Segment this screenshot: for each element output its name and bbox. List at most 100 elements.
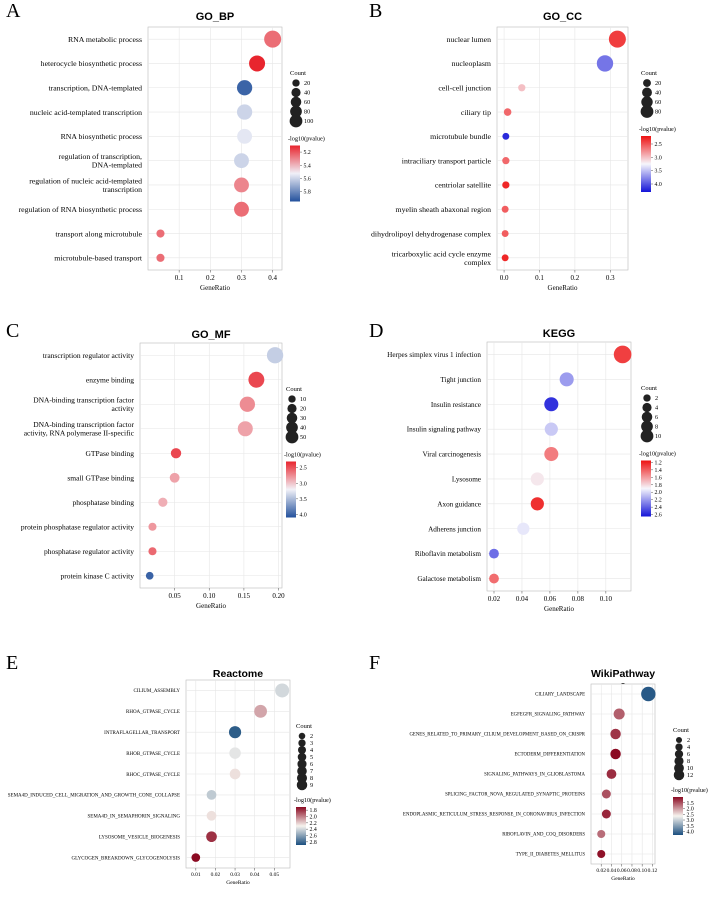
category-label: heterocycle biosynthetic process — [41, 59, 142, 68]
x-tick-label: 0.3 — [237, 274, 246, 282]
panel-reactome: E Reactome 0.01 0.02 0.03 0.04 0.05 GeneRatio C… — [0, 650, 354, 896]
color-legend-label: 2.4 — [655, 505, 662, 511]
size-legend-dot — [290, 96, 302, 108]
x-tick-label: 0.10 — [600, 595, 613, 603]
x-axis-label: GeneRatio — [196, 602, 226, 610]
color-legend-label: 2.5 — [300, 466, 307, 472]
data-point — [156, 253, 165, 262]
data-point — [191, 853, 201, 862]
data-point — [254, 704, 267, 718]
color-legend-label: 3.5 — [300, 497, 307, 503]
panel-kegg: D KEGG 0.02 0.04 0.06 0.08 0.10 GeneRatio Herpe… — [355, 318, 709, 618]
color-legend-label: 3.5 — [655, 169, 662, 175]
size-legend-title: Count — [673, 727, 689, 734]
size-legend-label: 4 — [687, 744, 690, 751]
data-point — [248, 371, 265, 388]
panel-label: D — [369, 320, 384, 342]
panel-label: A — [6, 0, 21, 22]
color-legend-title: -log10(pvalue) — [671, 787, 708, 794]
color-legend-label: 2.4 — [310, 827, 317, 833]
color-legend-label: 3.0 — [655, 155, 662, 161]
data-point — [596, 55, 614, 72]
category-label: regulation of RNA biosynthetic process — [19, 205, 142, 214]
size-legend-label: 50 — [300, 434, 306, 441]
color-legend-label: 2.8 — [310, 840, 317, 846]
x-axis-label: GeneRatio — [611, 876, 635, 882]
category-label: Insulin signaling pathway — [407, 426, 482, 434]
size-legend-label: 10 — [300, 396, 306, 403]
category-label: GLYCOGEN_BREAKDOWN_GLYCOGENOLYSIS — [72, 856, 181, 861]
data-point — [145, 571, 154, 580]
size-legend-dot — [641, 411, 653, 423]
x-tick-label: 0.10 — [637, 868, 647, 874]
size-legend-label: 40 — [655, 90, 661, 97]
size-legend-dot — [297, 752, 307, 762]
data-point — [601, 809, 611, 819]
data-point — [613, 708, 625, 720]
category-label: GTPase binding — [85, 449, 134, 458]
data-point — [501, 230, 509, 238]
size-legend-dot — [290, 105, 302, 118]
data-point — [158, 497, 168, 507]
category-label: RHOC_GTPASE_CYCLE — [126, 773, 180, 778]
data-point — [517, 522, 530, 535]
size-legend-title: Count — [641, 385, 657, 392]
color-legend-label: 1.5 — [687, 801, 694, 807]
color-legend-bar — [673, 797, 683, 835]
data-point — [275, 683, 290, 698]
panel-go-cc: B GO_CC 0.0 0.1 0.2 0.3 GeneRatio nuclear lume… — [355, 0, 709, 300]
data-point — [530, 472, 544, 486]
data-point — [544, 422, 558, 436]
x-axis-label: GeneRatio — [200, 284, 230, 292]
size-legend-dot — [292, 79, 300, 87]
data-point — [229, 747, 241, 759]
chart-title: GO_MF — [191, 329, 230, 341]
size-legend-dot — [286, 421, 298, 434]
x-tick-label: 0.2 — [571, 274, 580, 282]
size-legend-dot — [285, 430, 299, 444]
size-legend-dot — [286, 412, 298, 424]
size-legend-dot — [298, 746, 306, 754]
x-tick-label: 0.1 — [535, 274, 544, 282]
category-label: centriolar satellite — [435, 181, 492, 190]
size-legend-label: 10 — [687, 765, 693, 772]
x-tick-label: 0.06 — [617, 868, 627, 874]
category-label: ciliary tip — [461, 108, 491, 117]
category-label: transcription, DNA-templated — [48, 83, 142, 92]
size-legend-dot — [674, 749, 684, 759]
category-label: intraciliary transport particle — [402, 156, 492, 165]
category-label: regulation of transcription, DNA-template… — [59, 152, 142, 170]
size-legend-label: 20 — [655, 80, 661, 87]
size-legend-label: 30 — [300, 415, 306, 422]
size-legend-dot — [673, 769, 685, 781]
x-tick-label: 0.3 — [606, 274, 615, 282]
size-legend-label: 4 — [655, 405, 658, 412]
size-legend-title: Count — [290, 70, 306, 77]
size-legend-dot — [288, 395, 296, 403]
reactome-chart: Reactome 0.01 0.02 0.03 0.04 0.05 GeneRatio CIL… — [8, 668, 331, 886]
data-point — [544, 397, 559, 412]
size-legend-dot — [298, 732, 306, 740]
size-legend-label: 2 — [687, 737, 690, 744]
color-legend-label: 2.0 — [310, 815, 317, 821]
data-point — [502, 181, 510, 189]
category-label: RIBOFLAVIN_AND_COQ_DISORDERS — [502, 833, 585, 838]
category-label: microtubule bundle — [430, 132, 491, 141]
category-label: RHOA_GTPASE_CYCLE — [126, 710, 180, 715]
data-point — [239, 396, 256, 412]
color-legend-label: 4.0 — [300, 512, 307, 518]
data-point — [234, 201, 249, 217]
color-legend-label: 2.6 — [310, 834, 317, 840]
size-legend-label: 9 — [310, 782, 313, 789]
panel-label: F — [369, 652, 381, 674]
x-tick-label: 0.15 — [238, 592, 251, 600]
size-legend-label: 7 — [310, 768, 313, 775]
size-legend-dot — [643, 394, 651, 402]
panel-wikipathway: F WikiPathways0.020.040.060.080.100.12Ge… — [355, 650, 709, 896]
size-legend-label: 8 — [687, 758, 690, 765]
data-point — [236, 104, 253, 120]
category-label: protein phosphatase regulator activity — [21, 522, 134, 531]
data-point — [489, 548, 499, 559]
data-point — [148, 547, 157, 556]
panel-go-bp: A GO_BP 0.1 0.2 0.3 0.4 GeneRatio RNA metaboli… — [0, 0, 354, 300]
